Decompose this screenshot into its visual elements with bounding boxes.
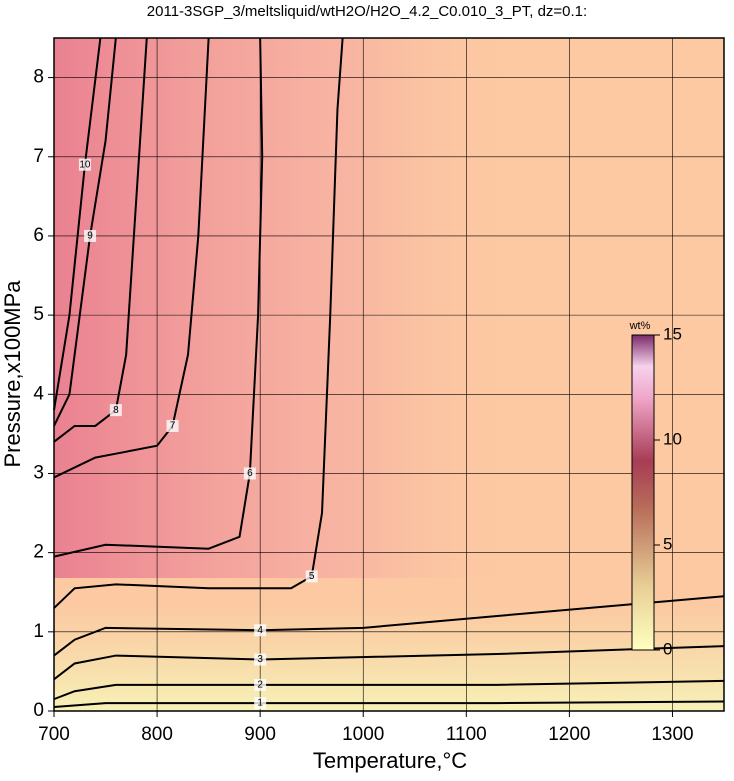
colorbar-label: wt% [629, 320, 651, 332]
colorbar [631, 334, 655, 651]
y-tick-label: 0 [33, 700, 44, 721]
x-tick-label: 1100 [446, 724, 487, 745]
contour-label-bg [243, 467, 256, 480]
contour-label-bg [254, 697, 267, 710]
x-tick-label: 800 [141, 724, 173, 745]
contour-label: 1 [257, 698, 263, 709]
contour-label: 4 [257, 625, 263, 636]
contour-label-bg [254, 678, 267, 691]
contour-label-bg [109, 404, 122, 417]
contour-label-bg [305, 570, 318, 583]
contour-label: 5 [309, 571, 315, 582]
chart-title: 2011-3SGP_3/meltsliquid/wtH2O/H2O_4.2_C0… [147, 3, 587, 20]
contour-line [53, 679, 725, 701]
x-tick-label: 1300 [651, 724, 693, 745]
contour-line [53, 37, 117, 427]
contour-label-bg [254, 624, 267, 637]
x-axis-label: Temperature,°C [313, 748, 467, 773]
y-axis-label: Pressure,x100MPa [0, 280, 25, 468]
colorbar-tick-label: 5 [663, 534, 672, 553]
contour-label-bg [166, 419, 179, 432]
y-tick-label: 1 [33, 621, 44, 642]
colorbar-tick-label: 10 [663, 429, 682, 448]
contour-label: 3 [257, 654, 263, 665]
y-tick-label: 4 [33, 383, 44, 404]
y-tick-label: 5 [33, 304, 44, 325]
contour-label-bg [84, 229, 97, 242]
contour-label: 10 [79, 159, 91, 170]
plot-shade [54, 600, 724, 711]
contour-label: 2 [257, 680, 263, 691]
x-tick-label: 700 [38, 724, 70, 745]
y-tick-label: 8 [33, 67, 44, 88]
contour-line [53, 645, 725, 681]
y-tick-label: 6 [33, 225, 44, 246]
contour-line [53, 37, 210, 479]
x-tick-label: 1200 [548, 724, 590, 745]
contour-line [53, 37, 344, 609]
plot-frame [53, 37, 725, 712]
colorbar-tick-label: 15 [663, 324, 682, 343]
contour-label-bg [78, 158, 91, 171]
y-tick-label: 7 [33, 146, 44, 167]
contour-label: 6 [247, 468, 253, 479]
x-tick-label: 1000 [342, 724, 384, 745]
contour-line [53, 37, 102, 411]
contour-line [53, 37, 264, 558]
y-tick-label: 2 [33, 542, 44, 563]
plot-shade [54, 38, 724, 578]
contour-label-bg [254, 653, 267, 666]
colorbar-tick-label: 0 [663, 639, 672, 658]
x-tick-label: 900 [244, 724, 276, 745]
y-tick-label: 3 [33, 462, 44, 483]
contour-label: 7 [170, 421, 176, 432]
contour-label: 9 [87, 231, 93, 242]
contour-label: 8 [113, 405, 119, 416]
